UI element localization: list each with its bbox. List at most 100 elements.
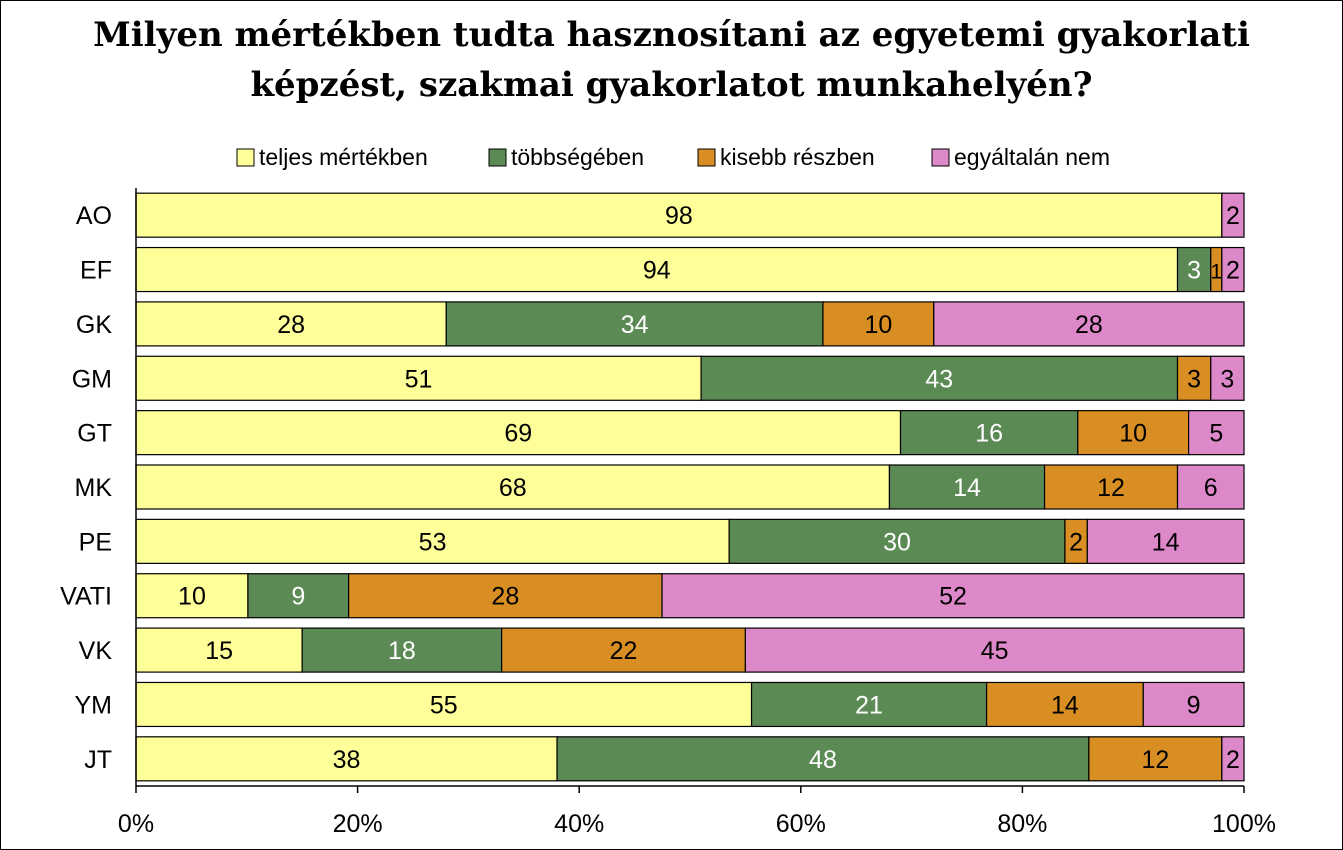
bar-segment xyxy=(1221,246,1245,293)
bar-segment xyxy=(135,464,891,510)
legend-item-0: teljes mértékben xyxy=(236,144,428,170)
bar-segment xyxy=(1077,410,1190,456)
data-label: 98 xyxy=(665,202,693,230)
data-label: 5 xyxy=(1209,420,1223,448)
bar-segment xyxy=(135,301,447,347)
bar-segment xyxy=(750,681,988,728)
bar-segment xyxy=(135,355,702,401)
bar-row-GT: 69 16 10 5 xyxy=(135,410,1245,456)
legend-swatch xyxy=(236,148,255,167)
data-label: 94 xyxy=(643,257,671,285)
data-label: 14 xyxy=(953,474,981,502)
data-label: 9 xyxy=(291,583,305,611)
data-label: 6 xyxy=(1204,474,1218,502)
bar-row-VATI: 10 9 28 52 xyxy=(135,573,1245,619)
bar-segment xyxy=(1221,192,1245,238)
data-label: 55 xyxy=(430,691,458,719)
data-label: 2 xyxy=(1226,257,1240,285)
category-label: VATI xyxy=(60,583,112,611)
category-label: YM xyxy=(75,691,113,719)
category-label: GM xyxy=(72,365,112,393)
data-label: 3 xyxy=(1187,257,1201,285)
chart-title-line-2: képzést, szakmai gyakorlatot munkahelyén… xyxy=(250,65,1093,105)
bar-segment xyxy=(744,627,1245,673)
bar-row-JT: 38 48 12 2 xyxy=(135,736,1245,782)
bar-segment xyxy=(933,301,1245,347)
data-label: 68 xyxy=(499,474,527,502)
data-label: 10 xyxy=(1119,420,1147,448)
data-label: 28 xyxy=(277,311,305,339)
bar-row-GK: 28 34 10 28 xyxy=(135,301,1245,347)
data-label: 3 xyxy=(1220,365,1234,393)
data-label: 15 xyxy=(205,637,233,665)
legend-label: teljes mértékben xyxy=(259,144,428,170)
bar-row-AO: 98 2 xyxy=(135,192,1245,238)
legend-label: kisebb részben xyxy=(720,144,875,170)
data-label: 38 xyxy=(333,746,361,774)
bar-row-YM: 55 21 14 9 xyxy=(135,681,1245,728)
bar-segment xyxy=(1176,464,1245,510)
y-axis-labels: AO EF GK GM GT MK PE VATI VK YM JT xyxy=(60,202,112,774)
bar-segment xyxy=(728,518,1066,564)
bar-segment xyxy=(1187,410,1245,456)
data-label: 51 xyxy=(405,365,433,393)
category-label: PE xyxy=(79,528,112,556)
data-label: 3 xyxy=(1187,365,1201,393)
category-label: MK xyxy=(75,474,113,502)
x-tick-label: 40% xyxy=(554,810,604,838)
data-label: 2 xyxy=(1226,746,1240,774)
category-label: VK xyxy=(79,637,113,665)
legend-item-3: egyáltalán nem xyxy=(931,144,1110,170)
bar-row-VK: 15 18 22 45 xyxy=(135,627,1245,673)
bar-segment xyxy=(1043,464,1179,510)
bar-row-PE: 53 30 2 14 xyxy=(135,518,1245,564)
data-label: 2 xyxy=(1226,202,1240,230)
category-label: JT xyxy=(84,746,112,774)
data-label: 12 xyxy=(1141,746,1169,774)
x-tick-label: 0% xyxy=(118,810,154,838)
data-label: 43 xyxy=(925,365,953,393)
data-label: 10 xyxy=(864,311,892,339)
x-axis: 0% 20% 40% 60% 80% 100% xyxy=(118,188,1276,838)
bar-segment xyxy=(1086,518,1245,564)
data-label: 34 xyxy=(621,311,649,339)
data-label: 69 xyxy=(504,420,532,448)
data-label: 14 xyxy=(1152,528,1180,556)
bar-segment xyxy=(661,573,1245,619)
legend-swatch xyxy=(697,148,716,167)
bar-segment xyxy=(247,573,350,619)
legend-swatch xyxy=(931,148,950,167)
data-label: 14 xyxy=(1051,691,1079,719)
data-label: 9 xyxy=(1187,691,1201,719)
data-label: 28 xyxy=(1075,311,1103,339)
bar-segment xyxy=(135,627,303,673)
bar-segment xyxy=(1210,355,1245,401)
data-label: 52 xyxy=(939,583,967,611)
bar-segment xyxy=(135,410,902,456)
bar-segment xyxy=(822,301,935,347)
bar-segment xyxy=(1142,681,1245,728)
bar-segment xyxy=(1176,246,1212,293)
data-label: 12 xyxy=(1097,474,1125,502)
data-label: 45 xyxy=(981,637,1009,665)
category-label: AO xyxy=(76,202,112,230)
data-label: 18 xyxy=(388,637,416,665)
chart-legend: teljes mértékben többségében kisebb részbe… xyxy=(236,144,1110,170)
bar-segment xyxy=(1088,736,1223,782)
data-label: 30 xyxy=(883,528,911,556)
bar-segment xyxy=(888,464,1046,510)
category-label: EF xyxy=(80,257,112,285)
bar-segment xyxy=(899,410,1079,456)
bar-segment xyxy=(301,627,503,673)
chart-title-line-1: Milyen mértékben tudta hasznosítani az e… xyxy=(93,15,1250,55)
bar-segment xyxy=(135,518,730,564)
data-label: 53 xyxy=(419,528,447,556)
x-tick-label: 60% xyxy=(776,810,826,838)
bar-segment xyxy=(501,627,747,673)
category-label: GT xyxy=(77,420,112,448)
x-tick-label: 20% xyxy=(333,810,383,838)
bar-row-MK: 68 14 12 6 xyxy=(135,464,1245,510)
data-label: 21 xyxy=(855,691,883,719)
